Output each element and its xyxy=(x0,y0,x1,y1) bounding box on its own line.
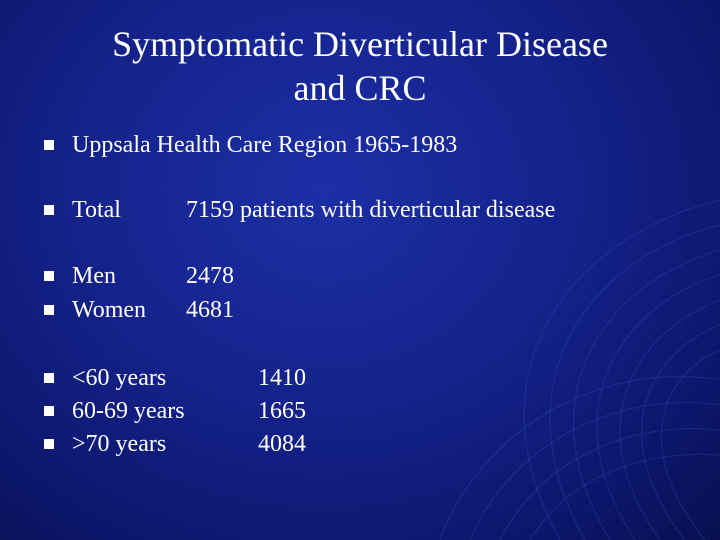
square-bullet-icon xyxy=(44,373,54,383)
slide-title: Symptomatic Diverticular Disease and CRC xyxy=(0,22,720,110)
age-over-70-value: 4084 xyxy=(258,431,306,457)
age-60-69-label: 60-69 years xyxy=(72,398,185,424)
square-bullet-icon xyxy=(44,305,54,315)
square-bullet-icon xyxy=(44,406,54,416)
total-value: 7159 patients with diverticular disease xyxy=(186,197,556,223)
age-under-60-label: <60 years xyxy=(72,365,167,391)
women-value: 4681 xyxy=(186,297,234,323)
slide-title-line-1: Symptomatic Diverticular Disease xyxy=(112,24,608,64)
square-bullet-icon xyxy=(44,271,54,281)
slide-title-line-2: and CRC xyxy=(293,68,427,108)
region-text: Uppsala Health Care Region 1965-1983 xyxy=(72,132,458,158)
men-value: 2478 xyxy=(186,263,234,289)
square-bullet-icon xyxy=(44,140,54,150)
women-label: Women xyxy=(72,297,147,323)
total-label: Total xyxy=(72,197,121,223)
age-under-60-value: 1410 xyxy=(258,365,306,391)
men-label: Men xyxy=(72,263,116,289)
square-bullet-icon xyxy=(44,205,54,215)
square-bullet-icon xyxy=(44,439,54,449)
age-60-69-value: 1665 xyxy=(258,398,306,424)
age-over-70-label: >70 years xyxy=(72,431,167,457)
